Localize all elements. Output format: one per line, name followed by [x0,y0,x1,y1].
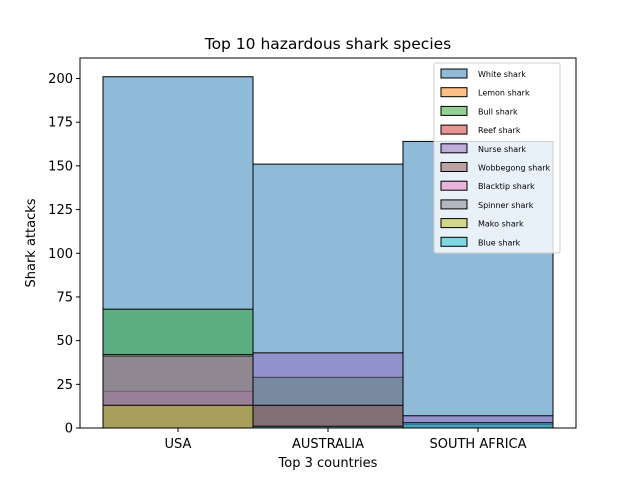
legend-swatch-blacktip-shark [440,180,468,191]
legend-label-mako-shark: Mako shark [478,220,524,229]
legend-label-wobbegong-shark: Wobbegong shark [478,164,551,173]
legend-swatch-reef-shark [440,124,468,135]
legend-swatch-lemon-shark [440,87,468,98]
legend-swatch-wobbegong-shark [440,162,468,172]
legend-swatch-nurse-shark [440,143,468,154]
y-tick-label: 200 [48,72,73,87]
legend-label-blue-shark: Blue shark [478,238,521,247]
legend-label-blacktip-shark: Blacktip shark [478,182,535,191]
x-axis-label: Top 3 countries [278,456,378,471]
y-tick-label: 150 [48,159,73,174]
legend-swatch-white-shark [440,68,468,79]
bars-layer [102,76,554,429]
legend-swatch-spinner-shark [440,199,468,210]
legend-label-bull-shark: Bull shark [478,107,518,116]
x-tick-label: USA [165,437,192,452]
legend-swatch-mako-shark [440,218,468,229]
legend-label-nurse-shark: Nurse shark [478,145,526,154]
y-axis-label: Shark attacks [24,198,39,287]
y-tick-label: 125 [48,203,73,218]
legend-label-lemon-shark: Lemon shark [478,89,530,98]
legend-label-spinner-shark: Spinner shark [478,201,534,210]
x-tick-label: AUSTRALIA [292,437,364,452]
legend-label-reef-shark: Reef shark [478,126,521,135]
y-tick-label: 0 [65,422,73,437]
y-tick-label: 25 [56,378,73,393]
bar-wobbegong-shark-australia [252,404,404,429]
bar-blue-shark-south-africa [402,422,554,429]
x-tick-label: SOUTH AFRICA [429,437,526,452]
legend: White shark Lemon shark Bull shark Reef sha… [433,62,561,254]
y-tick-label: 175 [48,116,73,131]
legend-label-white-shark: White shark [478,70,526,79]
y-tick-label: 100 [48,247,73,262]
y-tick-label: 75 [56,290,73,305]
y-tick-label: 50 [56,334,73,349]
x-axis: USA AUSTRALIA SOUTH AFRICA [165,428,527,452]
chart-title: Top 10 hazardous shark species [204,35,452,53]
legend-swatch-blue-shark [440,236,468,247]
legend-swatch-bull-shark [440,105,468,116]
bar-mako-shark-usa [102,404,254,429]
y-axis: 0 25 50 75 100 125 150 175 200 [48,72,80,437]
